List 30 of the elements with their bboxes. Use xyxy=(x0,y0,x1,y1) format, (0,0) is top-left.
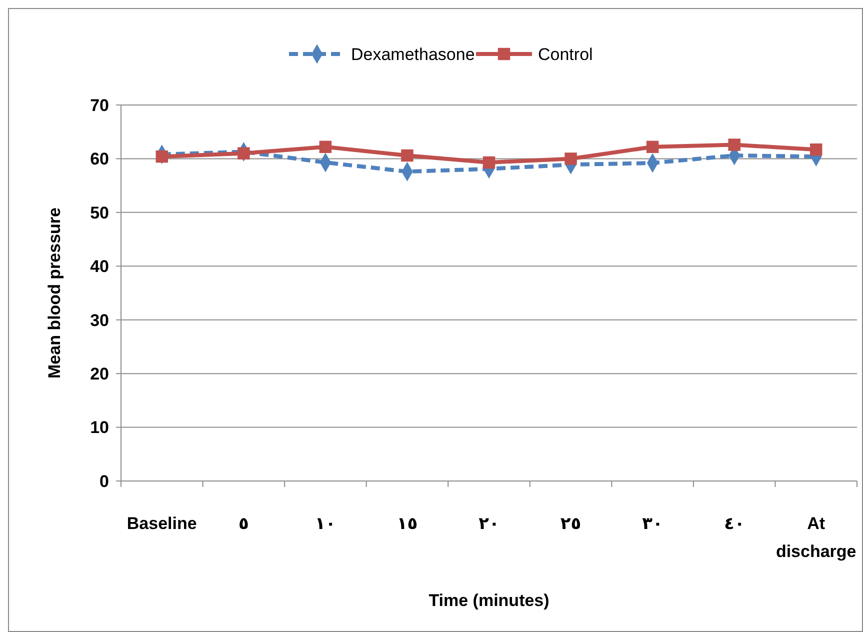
x-tick-label: ٥ xyxy=(238,514,249,533)
x-tick-label: ٢٥ xyxy=(560,514,582,533)
x-tick-label: ٢٠ xyxy=(478,514,500,533)
point xyxy=(401,149,414,162)
y-tick-label: 60 xyxy=(90,150,109,169)
y-tick-label: 70 xyxy=(90,96,109,115)
point xyxy=(564,152,577,165)
y-tick-label: 40 xyxy=(90,257,109,276)
y-axis-title: Mean blood pressure xyxy=(45,208,64,378)
x-tick-label: ٤٠ xyxy=(724,514,745,533)
point xyxy=(728,138,740,151)
y-tick-label: 50 xyxy=(90,203,109,222)
point xyxy=(319,140,332,154)
x-tick-label: ١٠ xyxy=(315,514,336,533)
point xyxy=(646,140,659,154)
x-axis-title: Time (minutes) xyxy=(428,591,550,610)
legend-label: Control xyxy=(538,44,593,64)
legend-label: Dexamethasone xyxy=(351,44,475,64)
x-tick-label: ٣٠ xyxy=(642,514,663,533)
y-tick-label: 10 xyxy=(90,418,109,438)
point xyxy=(810,143,822,156)
x-tick-label: ١٥ xyxy=(396,514,418,533)
x-tick-label: Baseline xyxy=(126,514,197,533)
y-tick-label: 20 xyxy=(90,364,109,384)
point xyxy=(238,147,250,160)
x-tick-label: At discharge xyxy=(776,514,856,561)
y-tick-label: 0 xyxy=(100,472,109,491)
y-tick-label: 30 xyxy=(90,310,109,330)
point xyxy=(156,150,168,163)
point xyxy=(482,156,496,169)
